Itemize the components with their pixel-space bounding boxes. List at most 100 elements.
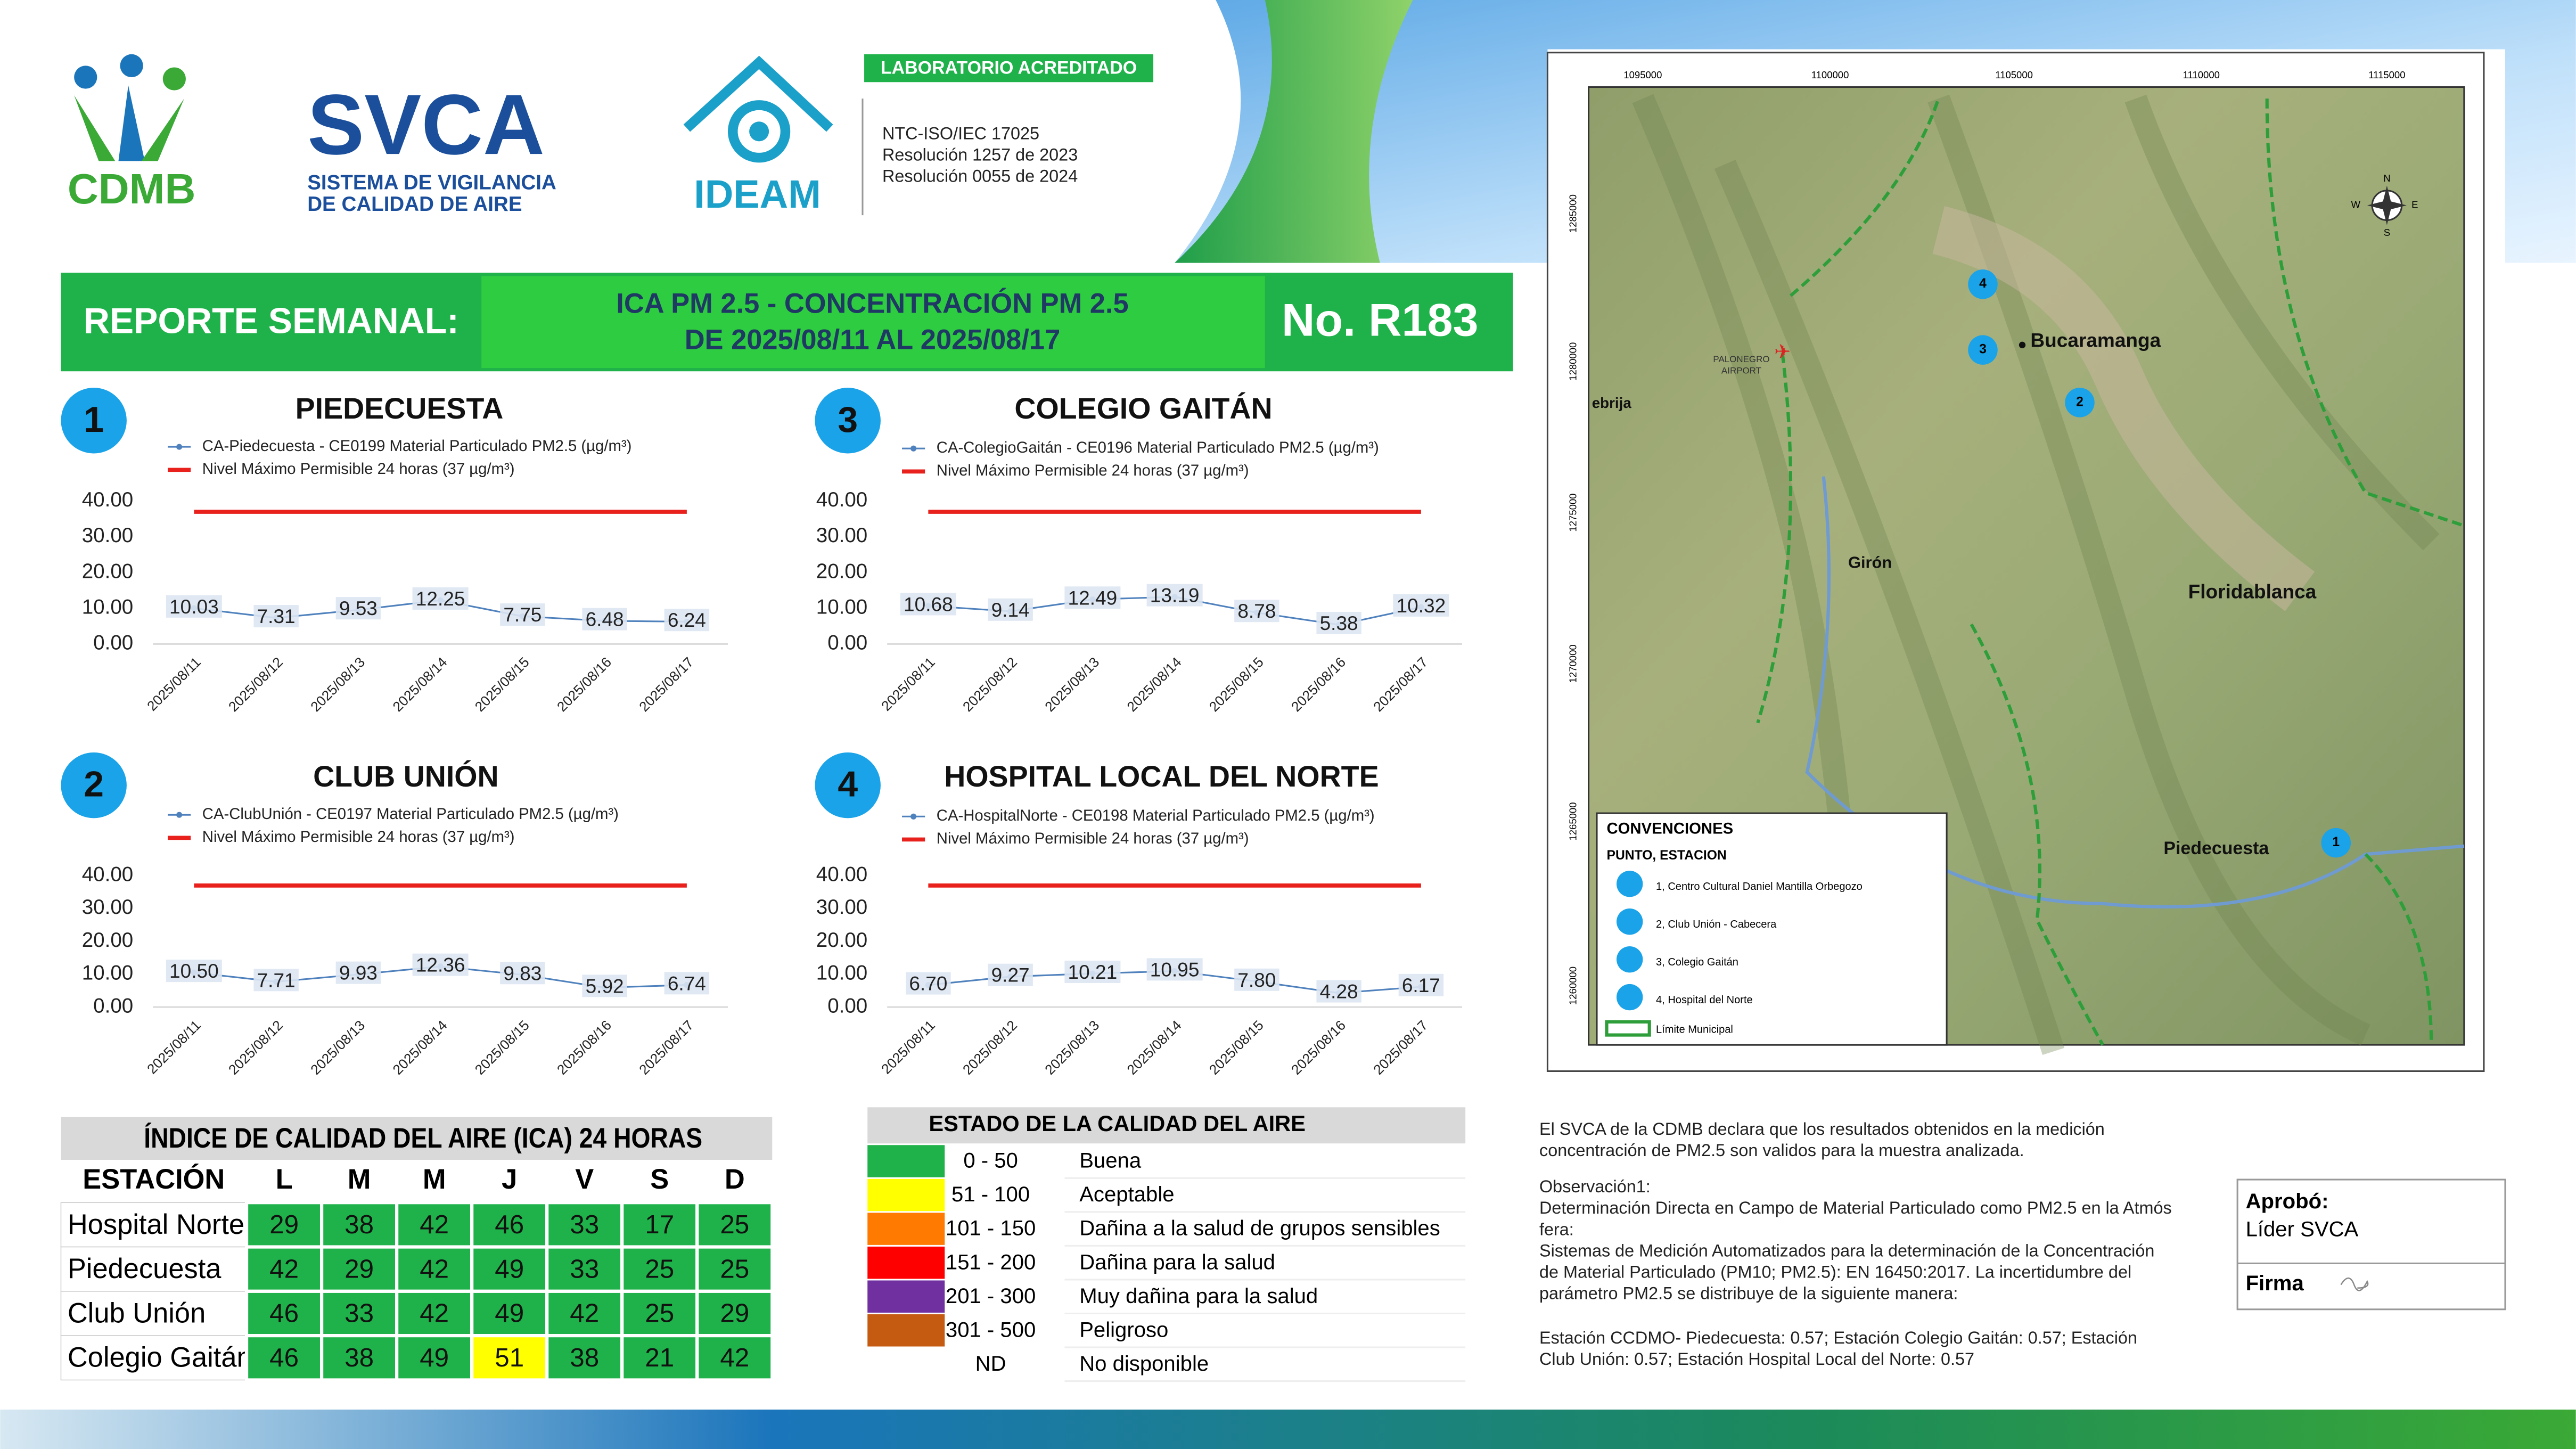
x-tick-label: 2025/08/13	[307, 1017, 368, 1078]
data-label-bg	[1234, 600, 1279, 623]
ica-value: 42	[570, 1299, 599, 1328]
map-coord: 1105000	[1995, 69, 2033, 80]
data-label: 9.83	[503, 962, 542, 984]
legend-marker	[910, 813, 917, 820]
accreditation-ref: NTC-ISO/IEC 17025	[882, 124, 1039, 143]
map-place: PALONEGRO	[1713, 354, 1769, 364]
chart-title: PIEDECUESTA	[296, 392, 504, 425]
x-tick-label: 2025/08/14	[390, 654, 450, 715]
data-label-bg	[582, 608, 627, 631]
table-header: D	[725, 1164, 745, 1195]
ica-cell	[470, 1245, 549, 1293]
data-label-bg	[253, 969, 299, 992]
legend-marker	[176, 812, 183, 818]
banner-label: REPORTE SEMANAL:	[84, 301, 459, 341]
footer-stripe	[0, 1409, 2576, 1449]
ica-value: 42	[269, 1254, 299, 1283]
note-line: Determinación Directa en Campo de Materi…	[1539, 1198, 2172, 1217]
ica-value: 38	[570, 1343, 599, 1372]
cdmb-logo: CDMB	[68, 54, 195, 212]
note-line: Sistemas de Medición Automatizados para …	[1539, 1241, 2154, 1260]
legend-header-bg	[867, 1107, 1466, 1144]
data-label: 6.48	[586, 608, 624, 631]
accreditation-ref: Resolución 1257 de 2023	[882, 145, 1078, 165]
chart-number: 3	[838, 400, 858, 440]
legend-label: Dañina para la salud	[1079, 1250, 1275, 1274]
ica-value: 49	[420, 1343, 449, 1372]
legend-label: Nivel Máximo Permisible 24 horas (37 µg/…	[202, 828, 515, 846]
x-tick-label: 2025/08/16	[554, 1017, 614, 1078]
station-number: 3	[1979, 342, 1987, 357]
y-tick-label: 10.00	[816, 595, 867, 618]
legend-swatch	[867, 1314, 945, 1347]
station-number: 2	[2076, 395, 2083, 409]
table-header: M	[348, 1164, 371, 1195]
ideam-logo: IDEAM	[683, 55, 833, 216]
ica-cell	[245, 1245, 324, 1293]
map-legend-item: Límite Municipal	[1656, 1024, 1733, 1036]
signature	[2340, 1277, 2369, 1291]
x-tick-label: 2025/08/14	[1124, 1017, 1185, 1078]
map-legend-subtitle: PUNTO, ESTACION	[1606, 848, 1726, 863]
sky-background	[1175, 0, 2576, 263]
data-label-bg	[900, 593, 956, 616]
data-label: 9.53	[339, 597, 378, 619]
map-coord: 1280000	[1568, 342, 1579, 381]
note-line: concentración de PM2.5 son validos para …	[1539, 1141, 2024, 1160]
data-label: 12.36	[416, 954, 465, 976]
map-coord: 1095000	[1623, 69, 1662, 80]
data-label: 10.95	[1150, 958, 1200, 980]
legend-range: 51 - 100	[951, 1183, 1030, 1206]
data-label-bg	[1064, 586, 1121, 609]
ica-value: 46	[269, 1299, 299, 1328]
ica-value: 49	[495, 1299, 524, 1328]
data-label: 13.19	[1150, 584, 1200, 607]
table-header: J	[502, 1164, 517, 1195]
y-tick-label: 30.00	[82, 524, 133, 547]
station-cell	[60, 1291, 247, 1336]
data-label-bg	[582, 975, 627, 997]
x-tick-label: 2025/08/17	[636, 1017, 696, 1078]
ica-value: 46	[269, 1343, 299, 1372]
data-label-bg	[166, 595, 222, 618]
ica-cell	[245, 1334, 324, 1382]
x-tick-label: 2025/08/15	[472, 654, 532, 715]
map-legend-item: 2, Club Unión - Cabecera	[1656, 919, 1777, 930]
station-number: 4	[1979, 276, 1987, 291]
legend-range: ND	[975, 1352, 1006, 1376]
chart-number-badge	[61, 752, 127, 818]
ica-value: 51	[495, 1343, 524, 1372]
y-tick-label: 10.00	[816, 962, 867, 985]
note-line: Club Unión: 0.57; Estación Hospital Loca…	[1539, 1349, 1974, 1369]
x-tick-label: 2025/08/13	[1041, 654, 1102, 715]
y-tick-label: 0.00	[827, 632, 867, 654]
signature-label: Firma	[2246, 1272, 2304, 1295]
table-header: M	[423, 1164, 446, 1195]
chart-title: CLUB UNIÓN	[313, 760, 499, 793]
y-tick-label: 0.00	[93, 632, 133, 654]
y-tick-label: 40.00	[816, 863, 867, 886]
legend-label: CA-ClubUnión - CE0197 Material Particula…	[202, 805, 619, 823]
data-label: 5.38	[1320, 612, 1358, 634]
legend-range: 101 - 150	[946, 1217, 1036, 1240]
data-label-bg	[1146, 584, 1203, 607]
ica-value: 49	[495, 1254, 524, 1283]
legend-range: 201 - 300	[946, 1284, 1036, 1308]
ica-cell	[620, 1289, 699, 1338]
table-header: V	[575, 1164, 594, 1195]
data-label-bg	[1234, 968, 1279, 991]
y-tick-label: 30.00	[816, 896, 867, 919]
station-name: Club Unión	[68, 1298, 206, 1329]
data-label-bg	[1316, 612, 1361, 635]
ica-value: 42	[720, 1343, 749, 1372]
station-marker	[2065, 388, 2095, 417]
note-line: de Material Particulado (PM10; PM2.5): E…	[1539, 1262, 2131, 1281]
report-number: No. R183	[1282, 295, 1479, 346]
station-name: Hospital Norte	[68, 1209, 244, 1240]
ica-value: 38	[344, 1343, 374, 1372]
map-legend	[1596, 812, 1948, 1046]
y-tick-label: 20.00	[82, 929, 133, 952]
data-label: 6.74	[668, 972, 706, 994]
y-tick-label: 20.00	[82, 560, 133, 583]
